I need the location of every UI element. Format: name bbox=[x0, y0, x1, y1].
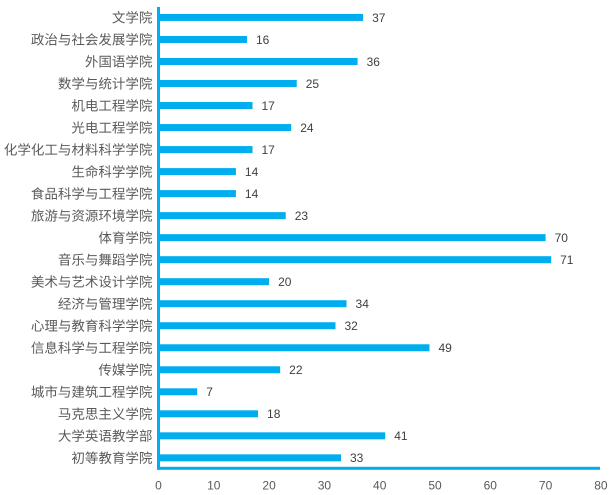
svg-text:71: 71 bbox=[560, 253, 574, 267]
svg-text:10: 10 bbox=[207, 478, 221, 492]
svg-text:70: 70 bbox=[539, 478, 553, 492]
svg-text:0: 0 bbox=[155, 478, 162, 492]
svg-text:14: 14 bbox=[245, 165, 259, 179]
svg-text:36: 36 bbox=[367, 55, 381, 69]
svg-text:32: 32 bbox=[344, 319, 358, 333]
svg-text:25: 25 bbox=[306, 77, 320, 91]
svg-text:18: 18 bbox=[267, 407, 281, 421]
svg-text:23: 23 bbox=[295, 209, 309, 223]
svg-text:30: 30 bbox=[318, 478, 332, 492]
svg-text:14: 14 bbox=[245, 187, 259, 201]
svg-text:37: 37 bbox=[372, 11, 386, 25]
svg-text:24: 24 bbox=[300, 121, 314, 135]
svg-text:80: 80 bbox=[594, 478, 608, 492]
svg-text:70: 70 bbox=[555, 231, 569, 245]
svg-text:49: 49 bbox=[438, 341, 452, 355]
svg-text:20: 20 bbox=[278, 275, 292, 289]
svg-text:7: 7 bbox=[206, 385, 213, 399]
svg-text:40: 40 bbox=[373, 478, 387, 492]
svg-text:16: 16 bbox=[256, 33, 270, 47]
svg-text:17: 17 bbox=[262, 99, 276, 113]
svg-text:41: 41 bbox=[394, 429, 408, 443]
svg-text:20: 20 bbox=[262, 478, 276, 492]
svg-text:33: 33 bbox=[350, 451, 364, 465]
svg-text:17: 17 bbox=[262, 143, 276, 157]
svg-text:50: 50 bbox=[428, 478, 442, 492]
svg-text:22: 22 bbox=[289, 363, 303, 377]
svg-text:34: 34 bbox=[356, 297, 370, 311]
svg-text:60: 60 bbox=[484, 478, 498, 492]
